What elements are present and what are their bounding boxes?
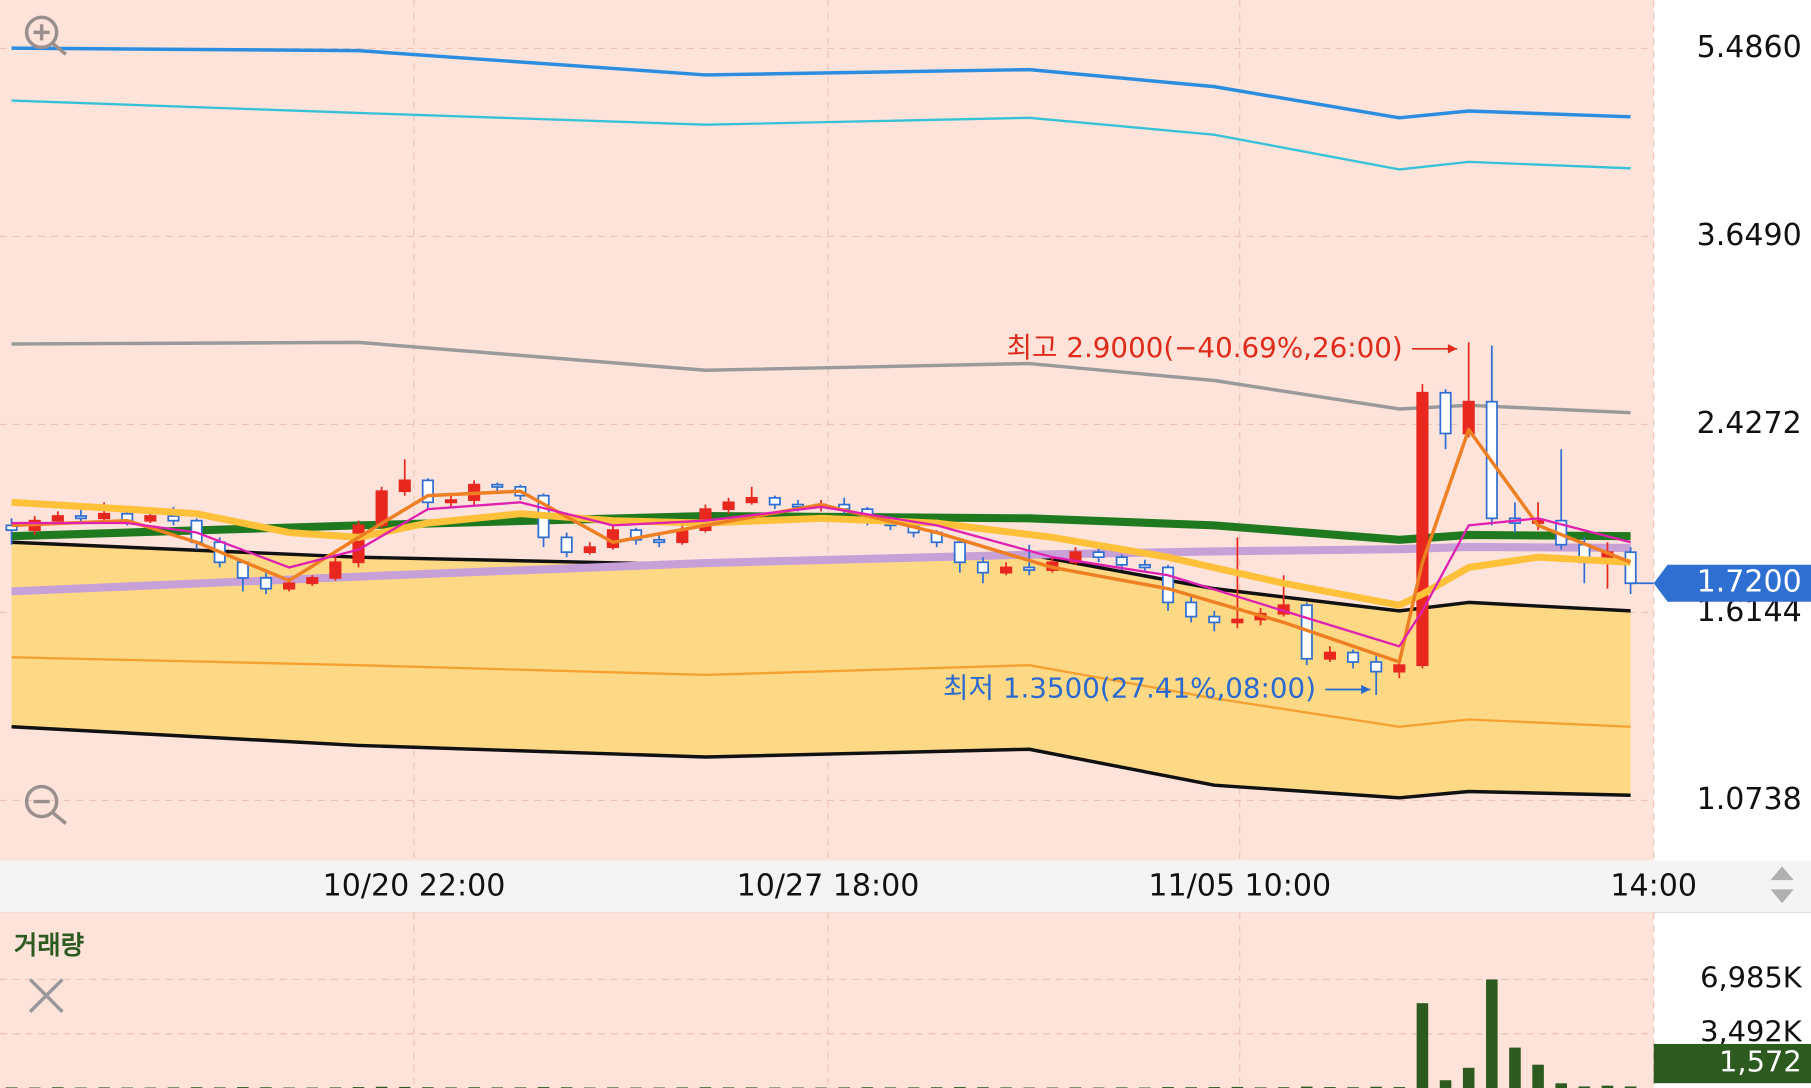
- volume-last-label: 1,572: [1719, 1045, 1802, 1079]
- y-tick-label: 6,985K: [1700, 960, 1803, 994]
- y-tick-label: 3,492K: [1700, 1015, 1803, 1049]
- candle-body: [629, 529, 643, 541]
- candle-body: [398, 479, 411, 493]
- candle-body: [745, 496, 758, 504]
- volume-bar: [398, 1086, 411, 1088]
- annotation: 최고 2.9000(−40.69%,26:00): [1006, 331, 1402, 364]
- candle-body: [1323, 651, 1336, 660]
- indicator-line: [11, 656, 1631, 728]
- y-tick-label: 1.0738: [1697, 782, 1802, 817]
- candle-body: [1208, 615, 1221, 624]
- candle-body: [1370, 661, 1383, 673]
- annotation: 최저 1.3500(27.41%,08:00): [943, 672, 1316, 705]
- volume-bar: [1231, 1086, 1244, 1088]
- candle-body: [976, 561, 990, 574]
- candle-body: [1138, 563, 1151, 569]
- candle-body: [98, 512, 111, 520]
- candle-body: [653, 538, 666, 544]
- candle-body: [1231, 618, 1244, 624]
- candle-body: [560, 536, 573, 554]
- candle-body: [1023, 566, 1036, 571]
- y-tick-label: 5.4860: [1697, 30, 1802, 65]
- candle-body: [74, 515, 88, 520]
- candle-body: [1416, 391, 1429, 667]
- x-tick-label: 10/20 22:00: [323, 869, 506, 904]
- volume-bar: [1601, 1085, 1614, 1088]
- volume-bar: [1439, 1080, 1452, 1088]
- candle-body: [1439, 391, 1452, 435]
- last-price-label: 1.7200: [1697, 565, 1802, 600]
- zoom-in[interactable]: [24, 15, 68, 56]
- close-volume[interactable]: [28, 978, 64, 1013]
- volume-bar: [375, 1086, 388, 1088]
- indicator-line: [11, 501, 1631, 648]
- volume-last-tag: [1653, 1043, 1811, 1084]
- y-tick-label: 2.4272: [1697, 406, 1802, 441]
- volume-bar: [1578, 1086, 1591, 1088]
- volume-bar: [1486, 979, 1498, 1088]
- candle-body: [1185, 601, 1198, 618]
- volume-bar: [1370, 1086, 1382, 1088]
- indicator-line: [11, 46, 1631, 120]
- candle-body: [329, 561, 342, 579]
- scroll-arrows[interactable]: [1770, 866, 1794, 904]
- indicator-line: [11, 725, 1631, 800]
- candle-body: [144, 515, 157, 522]
- x-tick-label: 14:00: [1610, 869, 1697, 904]
- volume-bar: [1555, 1083, 1567, 1088]
- candle-body: [421, 479, 434, 504]
- candle-body: [283, 582, 296, 590]
- x-tick-label: 11/05 10:00: [1148, 869, 1331, 904]
- candle-body: [1393, 664, 1406, 673]
- candle-body: [51, 515, 64, 522]
- candle-body: [491, 483, 504, 488]
- candle-body: [444, 499, 458, 504]
- volume-bar: [1462, 1067, 1475, 1088]
- indicator-line: [11, 427, 1632, 664]
- candle-body: [791, 503, 805, 508]
- indicator-line: [11, 340, 1631, 415]
- zoom-out[interactable]: [24, 784, 68, 825]
- volume-bar: [1416, 1003, 1429, 1088]
- candle-body: [1000, 566, 1013, 574]
- candle-body: [722, 501, 735, 510]
- volume-background: [0, 912, 1654, 1088]
- candle-body: [1069, 551, 1082, 564]
- candle-body: [1624, 551, 1637, 585]
- candle-body: [306, 577, 319, 585]
- volume-bar: [1509, 1047, 1521, 1088]
- x-axis-band: [0, 860, 1811, 913]
- candle-body: [259, 577, 273, 590]
- candle-body: [768, 496, 781, 506]
- candle-body: [953, 541, 966, 564]
- volume-title: 거래량: [14, 930, 84, 960]
- y-tick-label: 3.6490: [1697, 218, 1802, 253]
- volume-bar: [1301, 1086, 1313, 1088]
- annotation-arrowhead: [1361, 684, 1371, 695]
- volume-bar: [1624, 1086, 1637, 1088]
- candle-body: [1161, 566, 1175, 604]
- annotation-arrowhead: [1447, 344, 1458, 354]
- indicator-line: [11, 99, 1631, 171]
- candle-body: [1346, 651, 1360, 663]
- candle-body: [583, 546, 596, 554]
- candle-body: [167, 515, 180, 522]
- x-tick-label: 10/27 18:00: [737, 869, 920, 904]
- candle-body: [1115, 556, 1128, 566]
- indicator-line: [11, 498, 1631, 609]
- candle-body: [352, 524, 365, 564]
- candle-body: [1092, 551, 1105, 559]
- indicator-line: [11, 540, 1631, 613]
- volume-bar: [1532, 1064, 1544, 1088]
- last-price-tag: [1653, 564, 1811, 602]
